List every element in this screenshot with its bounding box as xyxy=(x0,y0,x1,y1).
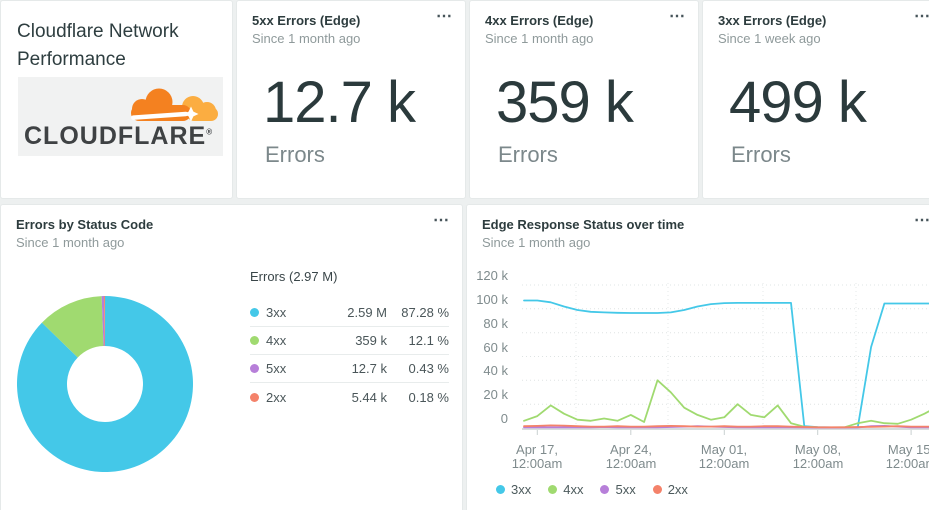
card-header: Errors by Status Code Since 1 month ago xyxy=(16,217,428,250)
legend-label: 5xx xyxy=(615,482,636,497)
card-menu-icon[interactable]: ⋯ xyxy=(914,8,929,25)
y-axis-tick-label: 100 k xyxy=(476,292,508,307)
billboard-value: 12.7 k xyxy=(263,70,416,135)
dashboard-title-card: Cloudflare Network Performance CLOUDFLAR… xyxy=(0,0,233,199)
y-axis-tick-label: 80 k xyxy=(483,316,508,331)
card-title: Edge Response Status over time xyxy=(482,217,685,232)
x-axis-tick-label: May 08, 12:00am xyxy=(792,442,844,471)
series-value: 2.59 M xyxy=(347,305,387,320)
card-subtitle: Since 1 month ago xyxy=(485,31,594,46)
cloud-sparkle xyxy=(183,106,199,122)
series-line-2xx xyxy=(523,424,929,429)
pie-table-row-4xx[interactable]: 4xx 359 k 12.1 % xyxy=(250,327,449,355)
series-color-dot xyxy=(250,308,259,317)
card-menu-icon[interactable]: ⋯ xyxy=(433,212,450,229)
series-line-4xx xyxy=(523,379,929,429)
card-header: Edge Response Status over time Since 1 m… xyxy=(482,217,909,250)
legend-item-5xx[interactable]: 5xx xyxy=(600,482,636,497)
billboard-card-3xx: 3xx Errors (Edge) Since 1 week ago ⋯ 499… xyxy=(702,0,929,199)
pie-slice-3xx[interactable] xyxy=(16,296,193,472)
billboard-value: 359 k xyxy=(496,70,634,135)
card-subtitle: Since 1 week ago xyxy=(718,31,821,46)
series-percent: 87.28 % xyxy=(401,305,449,320)
card-menu-icon[interactable]: ⋯ xyxy=(914,212,929,229)
x-axis-labels: Apr 17, 12:00am Apr 24, 12:00am May 01, 12:00… xyxy=(512,442,929,475)
card-title: 3xx Errors (Edge) xyxy=(718,13,827,28)
x-axis-tick-label: Apr 17, 12:00am xyxy=(511,442,563,471)
card-subtitle: Since 1 month ago xyxy=(252,31,361,46)
pie-chart-card: Errors by Status Code Since 1 month ago … xyxy=(0,204,463,510)
x-axis-tick-label: May 15,12:00am xyxy=(885,442,929,471)
series-color-dot xyxy=(250,392,259,402)
series-percent: 0.18 % xyxy=(408,389,449,405)
billboard-unit-label: Errors xyxy=(498,142,558,167)
series-value: 12.7 k xyxy=(351,361,387,376)
pie-table-row-2xx[interactable]: 2xx 5.44 k 0.18 % xyxy=(250,383,449,411)
cloudflare-cloud-icon xyxy=(131,88,218,122)
series-value: 359 k xyxy=(355,333,387,348)
pie-table-header: Errors (2.97 M) xyxy=(250,269,338,284)
series-percent: 12.1 % xyxy=(408,333,449,348)
card-title: 5xx Errors (Edge) xyxy=(252,13,361,28)
dashboard-title: Cloudflare Network Performance xyxy=(17,21,179,70)
card-subtitle: Since 1 month ago xyxy=(16,235,125,250)
series-label: 5xx xyxy=(266,361,287,376)
line-chart-plot[interactable] xyxy=(522,275,929,441)
card-header: 3xx Errors (Edge) Since 1 week ago xyxy=(718,13,909,46)
line-chart-card: Edge Response Status over time Since 1 m… xyxy=(466,204,929,510)
legend-item-3xx[interactable]: 3xx xyxy=(496,482,531,497)
series-label: 2xx xyxy=(266,389,287,405)
card-header: 4xx Errors (Edge) Since 1 month ago xyxy=(485,13,664,46)
line-chart-legend: 3xx 4xx 5xx 2xx xyxy=(496,482,688,497)
y-axis-tick-label: 40 k xyxy=(483,363,508,378)
series-line-3xx xyxy=(523,299,929,429)
donut-chart[interactable] xyxy=(16,295,194,473)
card-menu-icon[interactable]: ⋯ xyxy=(436,8,453,25)
cloudflare-logo: CLOUDFLARE® xyxy=(18,77,223,156)
series-color-dot xyxy=(250,336,259,345)
card-title: Errors by Status Code xyxy=(16,217,154,232)
series-color-dot xyxy=(652,485,662,494)
billboard-value: 499 k xyxy=(729,70,867,135)
card-title: 4xx Errors (Edge) xyxy=(485,13,594,28)
series-label: 3xx xyxy=(266,305,287,320)
y-axis-labels: 120 k 100 k 80 k 60 k 40 k 20 k 0 xyxy=(467,268,514,441)
series-value: 5.44 k xyxy=(351,389,387,405)
series-color-dot xyxy=(548,485,558,494)
y-axis-tick-label: 120 k xyxy=(476,268,508,283)
card-header: 5xx Errors (Edge) Since 1 month ago xyxy=(252,13,431,46)
y-axis-tick-label: 60 k xyxy=(483,340,508,355)
y-axis-tick-label: 20 k xyxy=(483,387,508,402)
pie-slice-2xx[interactable] xyxy=(103,296,105,346)
x-axis-tick-label: Apr 24, 12:00am xyxy=(605,442,657,471)
series-color-dot xyxy=(250,364,259,373)
pie-slice-4xx[interactable] xyxy=(41,296,104,358)
billboard-unit-label: Errors xyxy=(265,142,325,167)
series-color-dot xyxy=(600,485,610,494)
pie-table-row-5xx[interactable]: 5xx 12.7 k 0.43 % xyxy=(250,355,449,383)
legend-item-2xx[interactable]: 2xx xyxy=(652,482,688,497)
series-color-dot xyxy=(496,485,505,494)
pie-table-row-3xx[interactable]: 3xx 2.59 M 87.28 % xyxy=(250,299,449,327)
series-label: 4xx xyxy=(266,333,287,348)
pie-legend-table: Errors (2.97 M) 3xx 2.59 M 87.28 % 4xx 3… xyxy=(250,269,449,411)
x-axis-tick-label: May 01, 12:00am xyxy=(698,442,750,471)
billboard-card-5xx: 5xx Errors (Edge) Since 1 month ago ⋯ 12… xyxy=(236,0,466,199)
y-axis-tick-label: 0 xyxy=(500,411,508,426)
series-percent: 0.43 % xyxy=(408,361,449,376)
card-menu-icon[interactable]: ⋯ xyxy=(669,8,686,25)
billboard-unit-label: Errors xyxy=(731,142,791,167)
legend-label: 3xx xyxy=(511,482,532,497)
legend-item-4xx[interactable]: 4xx xyxy=(548,482,583,497)
cloudflare-wordmark: CLOUDFLARE® xyxy=(24,122,213,150)
card-subtitle: Since 1 month ago xyxy=(482,235,591,250)
legend-label: 2xx xyxy=(667,482,688,497)
cloud-swoosh xyxy=(131,111,188,120)
pie-slice-5xx[interactable] xyxy=(101,296,105,347)
billboard-card-4xx: 4xx Errors (Edge) Since 1 month ago ⋯ 35… xyxy=(469,0,699,199)
legend-label: 4xx xyxy=(563,482,584,497)
